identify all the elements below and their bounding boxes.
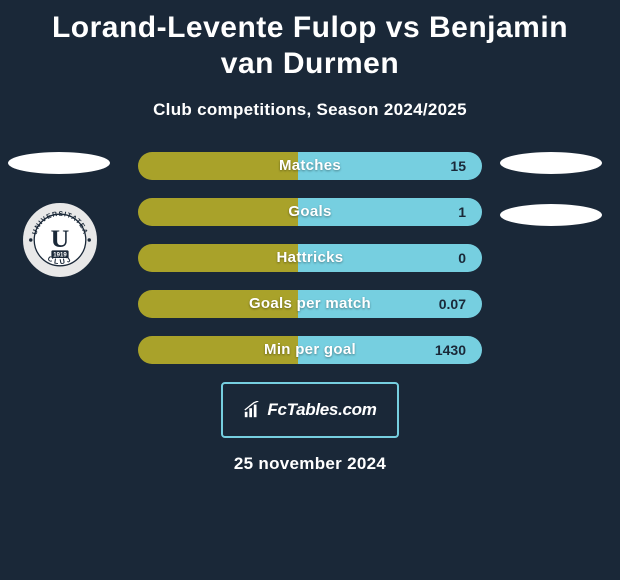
stats-list: Matches15 Goals1 Hattricks0 Goals per match… — [138, 152, 482, 364]
comparison-area: UNIVERSITATEA CLUJ U 1919 Matches15 Goals… — [0, 152, 620, 364]
stat-value: 1430 — [435, 336, 466, 364]
stat-value: 1 — [458, 198, 466, 226]
right-player-placeholder-1 — [500, 152, 602, 174]
subtitle: Club competitions, Season 2024/2025 — [0, 100, 620, 120]
stat-label: Min per goal — [138, 336, 482, 364]
stat-value: 0 — [458, 244, 466, 272]
stat-label: Hattricks — [138, 244, 482, 272]
date-text: 25 november 2024 — [0, 454, 620, 474]
stat-row: Goals1 — [138, 198, 482, 226]
stat-row: Min per goal1430 — [138, 336, 482, 364]
badge-year: 1919 — [53, 252, 67, 258]
stat-value: 15 — [450, 152, 466, 180]
club-badge: UNIVERSITATEA CLUJ U 1919 — [10, 197, 110, 283]
bar-chart-icon — [243, 401, 261, 419]
stat-row: Hattricks0 — [138, 244, 482, 272]
stat-label: Matches — [138, 152, 482, 180]
stat-row: Matches15 — [138, 152, 482, 180]
stat-label: Goals — [138, 198, 482, 226]
stat-row: Goals per match0.07 — [138, 290, 482, 318]
left-player-placeholder-1 — [8, 152, 110, 174]
stat-value: 0.07 — [439, 290, 466, 318]
logo-box: FcTables.com — [221, 382, 399, 438]
right-player-placeholder-2 — [500, 204, 602, 226]
page-title: Lorand-Levente Fulop vs Benjamin van Dur… — [0, 0, 620, 82]
logo-text: FcTables.com — [267, 400, 376, 420]
badge-letter: U — [51, 224, 70, 253]
stat-label: Goals per match — [138, 290, 482, 318]
